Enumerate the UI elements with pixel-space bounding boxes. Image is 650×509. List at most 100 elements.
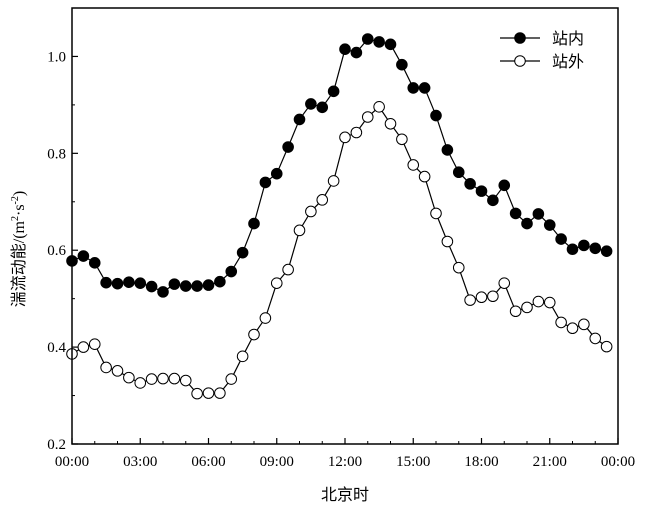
data-point — [373, 101, 385, 113]
data-point — [191, 280, 203, 292]
series-line — [71, 38, 607, 293]
data-point — [214, 387, 226, 399]
data-point — [259, 176, 272, 189]
data-point — [202, 279, 215, 291]
data-point — [475, 291, 488, 304]
y-axis-title-sup1: 2 — [10, 216, 21, 221]
x-tick-label: 12:00 — [328, 454, 362, 470]
data-point — [179, 280, 192, 292]
legend-label: 站外 — [552, 53, 584, 71]
data-point — [293, 224, 306, 237]
data-point — [134, 377, 147, 389]
data-point — [350, 46, 363, 59]
data-point — [418, 170, 431, 183]
data-point — [168, 372, 181, 385]
data-point — [225, 373, 238, 385]
data-point — [532, 295, 545, 308]
data-point — [543, 296, 556, 309]
data-point — [452, 166, 465, 179]
data-point — [543, 219, 556, 231]
x-axis-title: 北京时 — [321, 486, 369, 504]
data-point — [305, 98, 317, 110]
data-point — [316, 194, 329, 206]
data-point — [532, 208, 545, 220]
data-point — [236, 350, 249, 363]
data-point — [487, 290, 499, 303]
data-point — [578, 239, 590, 252]
data-point — [191, 387, 203, 400]
data-point — [589, 242, 602, 255]
x-tick-label: 06:00 — [191, 454, 225, 470]
x-tick-label: 00:00 — [601, 454, 635, 470]
data-point — [145, 373, 158, 385]
data-point — [600, 340, 613, 353]
y-axis-title: 湍流动能/(m2·s-2) — [10, 191, 28, 307]
data-point — [248, 328, 260, 341]
data-point — [566, 322, 579, 335]
data-point — [566, 243, 579, 256]
data-point — [157, 372, 169, 385]
data-point — [270, 167, 283, 180]
data-point — [111, 365, 124, 377]
plot-area — [66, 33, 613, 400]
data-point — [600, 245, 613, 257]
data-point — [339, 131, 351, 144]
data-point — [407, 159, 420, 171]
data-point — [88, 338, 101, 351]
data-point — [555, 316, 567, 329]
data-point — [396, 133, 408, 146]
data-point — [464, 178, 476, 190]
data-point — [100, 361, 112, 374]
y-tick-label: 0.8 — [47, 146, 66, 162]
data-point — [441, 235, 454, 248]
data-point — [452, 261, 465, 274]
data-point — [487, 194, 499, 207]
x-tick-label: 03:00 — [123, 454, 157, 470]
data-point — [498, 277, 511, 289]
legend-label: 站内 — [552, 30, 584, 48]
y-axis-title-end: ) — [11, 191, 28, 196]
series-1 — [66, 33, 613, 298]
data-point — [202, 387, 215, 399]
x-tick-label: 18:00 — [464, 454, 498, 470]
data-point — [384, 38, 397, 51]
data-point — [373, 36, 385, 48]
y-tick-label: 1.0 — [47, 49, 66, 65]
data-point — [509, 207, 522, 220]
data-point — [88, 257, 101, 269]
data-point — [270, 277, 283, 289]
data-point — [418, 82, 431, 94]
data-point — [293, 113, 306, 126]
legend-marker — [514, 55, 526, 67]
data-point — [77, 341, 90, 353]
data-point — [123, 371, 135, 384]
series-line — [71, 105, 607, 395]
data-point — [339, 43, 351, 55]
data-point — [430, 109, 442, 122]
data-point — [361, 33, 374, 45]
data-point — [214, 275, 226, 288]
data-point — [589, 332, 602, 345]
data-point — [100, 276, 112, 289]
data-point — [498, 179, 511, 192]
x-tick-label: 15:00 — [396, 454, 430, 470]
data-point — [361, 111, 374, 123]
data-point — [464, 294, 476, 306]
data-point — [509, 305, 522, 318]
y-axis-title-mid: ·s — [11, 204, 28, 216]
data-point — [236, 246, 249, 259]
series-2 — [66, 101, 613, 400]
data-point — [157, 286, 169, 298]
y-axis-title-sup2: -2 — [10, 196, 21, 204]
y-axis-title-main: 湍流动能/(m — [10, 220, 28, 307]
data-point — [555, 233, 567, 245]
data-point — [384, 117, 397, 130]
data-point — [123, 276, 135, 288]
data-point — [145, 280, 158, 293]
data-point — [316, 101, 329, 114]
data-point — [396, 58, 408, 71]
data-point — [134, 277, 147, 289]
data-point — [327, 85, 340, 98]
data-point — [578, 318, 590, 331]
